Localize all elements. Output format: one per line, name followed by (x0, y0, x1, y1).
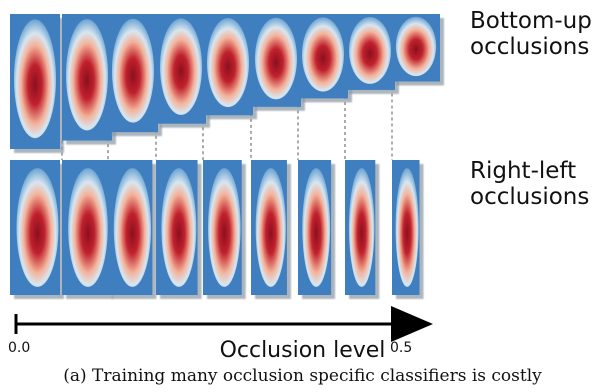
right-left-occlusion-row (10, 160, 424, 299)
bottom-up-thumbnail (108, 14, 162, 137)
axis-tick-max: 0.5 (390, 340, 413, 356)
occlusion-axis (14, 306, 433, 342)
right-left-thumbnail (392, 160, 424, 299)
bottom-up-thumbnail (10, 14, 64, 153)
bottom-up-thumbnail (251, 14, 305, 111)
right-left-thumbnail (156, 160, 202, 299)
right-left-thumbnail (10, 160, 64, 299)
right-left-thumbnail (345, 160, 380, 299)
right-left-label: Right-left occlusions (470, 158, 589, 210)
right-left-thumbnail (203, 160, 246, 299)
right-left-thumbnail (62, 160, 114, 299)
axis-tick-min: 0.0 (8, 340, 31, 356)
right-left-label-line2: occlusions (470, 184, 590, 210)
bottom-up-occlusion-row (10, 14, 444, 153)
bottom-up-label: Bottom-up occlusions (470, 8, 592, 60)
bottom-up-thumbnail (203, 14, 257, 120)
axis-title: Occlusion level (219, 338, 386, 363)
right-left-thumbnail (251, 160, 291, 299)
right-left-label-line1: Right-left (470, 158, 577, 184)
bottom-up-thumbnail (298, 14, 352, 103)
bottom-up-thumbnail (392, 14, 444, 86)
bottom-up-thumbnail (156, 14, 210, 128)
bottom-up-thumbnail (62, 14, 116, 145)
figure-caption: (a) Training many occlusion specific cla… (63, 366, 542, 386)
bottom-up-label-line2: occlusions (470, 34, 590, 60)
right-left-thumbnail (298, 160, 336, 299)
bottom-up-thumbnail (345, 14, 399, 94)
bottom-up-label-line1: Bottom-up (470, 8, 592, 34)
right-left-thumbnail (108, 160, 157, 299)
